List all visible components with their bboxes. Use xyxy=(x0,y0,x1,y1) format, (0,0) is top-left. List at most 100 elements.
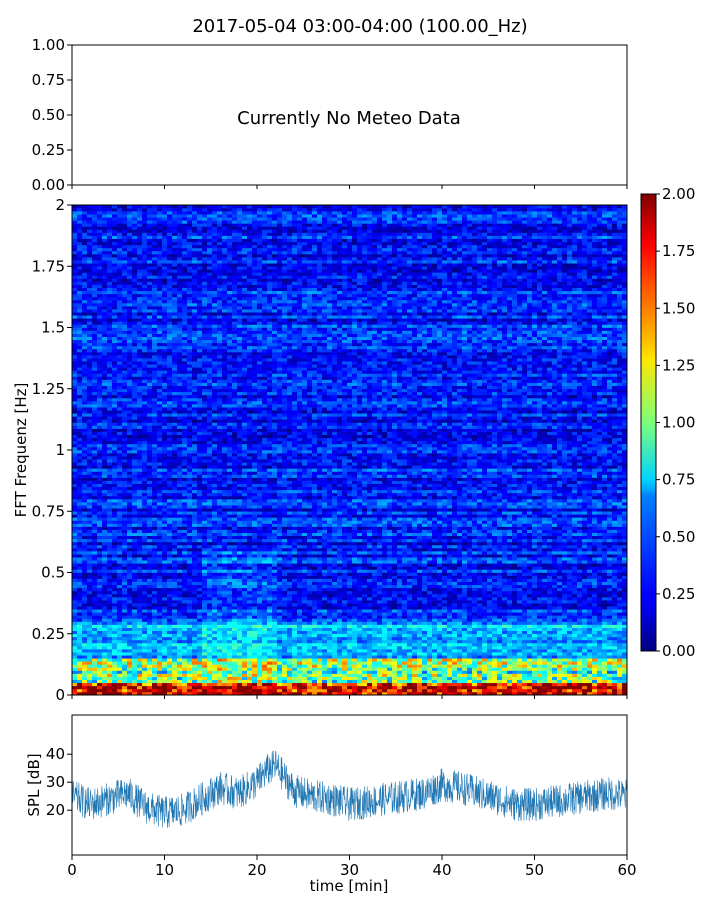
spectrogram-cell xyxy=(197,646,203,650)
spectrogram-cell xyxy=(232,557,238,561)
spectrogram-cell xyxy=(192,685,198,690)
spectrogram-cell xyxy=(432,652,438,656)
spectrogram-cell xyxy=(427,581,433,586)
spectrogram-cell xyxy=(432,593,438,598)
spectrogram-cell xyxy=(522,563,528,567)
spectrogram-cell xyxy=(237,633,243,638)
spectrogram-cell xyxy=(312,649,318,653)
spectrogram-cell xyxy=(362,603,368,607)
spectrogram-cell xyxy=(87,587,93,592)
spectrogram-cell xyxy=(557,606,563,610)
spectrogram-cell xyxy=(152,603,158,607)
spectrogram-cell xyxy=(512,606,518,610)
spectrogram-cell xyxy=(332,597,338,601)
spectrogram-cell xyxy=(512,587,518,592)
spectrogram-cell xyxy=(622,624,628,628)
spectrogram-cell xyxy=(442,584,448,589)
spectrogram-cell xyxy=(222,636,228,641)
spectrogram-cell xyxy=(447,600,453,604)
spectrogram-cell xyxy=(517,661,523,665)
spectrogram-cell xyxy=(317,630,323,635)
spectrogram-cell xyxy=(267,636,273,641)
spectrogram-cell xyxy=(82,630,88,635)
spectrogram-cell xyxy=(412,578,418,582)
spectrogram-cell xyxy=(87,649,93,653)
spectrogram-cell xyxy=(437,566,443,570)
spectrogram-cell xyxy=(477,679,483,684)
spectrogram-cell xyxy=(307,646,313,650)
spectrogram-cell xyxy=(307,597,313,601)
spectrogram-cell xyxy=(487,655,493,659)
spectrogram-cell xyxy=(282,581,288,586)
spectrogram-cell xyxy=(147,606,153,610)
spectrogram-cell xyxy=(607,673,613,677)
spectrogram-cell xyxy=(182,624,188,628)
spectrogram-cell xyxy=(107,587,113,592)
spectrogram-cell xyxy=(497,560,503,564)
spectrogram-cell xyxy=(147,593,153,598)
spectrogram-cell xyxy=(442,679,448,684)
spectrogram-cell xyxy=(287,563,293,567)
spectrogram-cell xyxy=(447,636,453,641)
spectrogram-cell xyxy=(362,667,368,671)
spectrogram-cell xyxy=(192,581,198,586)
spectrogram-cell xyxy=(442,691,448,696)
spectrogram-cell xyxy=(202,572,208,576)
spectrogram-cell xyxy=(132,670,138,674)
spectrogram-cell xyxy=(92,566,98,570)
spectrogram-cell xyxy=(467,563,473,567)
spectrogram-cell xyxy=(577,639,583,644)
spectrogram-cell xyxy=(117,587,123,592)
spectrogram-cell xyxy=(462,621,468,625)
spectrogram-cell xyxy=(502,609,508,613)
spectrogram-cell xyxy=(537,575,543,579)
spectrogram-cell xyxy=(482,603,488,607)
spectrogram-cell xyxy=(142,633,148,638)
spectrogram-cell xyxy=(87,590,93,595)
spectrogram-cell xyxy=(492,633,498,638)
spectrogram-cell xyxy=(577,642,583,647)
spectrogram-cell xyxy=(182,685,188,690)
spectrogram-cell xyxy=(212,557,218,561)
spectrogram-cell xyxy=(552,612,558,616)
spectrogram-cell xyxy=(477,636,483,641)
spectrogram-cell xyxy=(557,560,563,564)
spectrogram-cell xyxy=(442,673,448,677)
spectrogram-cell xyxy=(102,572,108,576)
spectrogram-cell xyxy=(422,600,428,604)
spectrogram-cell xyxy=(467,630,473,635)
spectrogram-cell xyxy=(82,597,88,601)
spectrogram-cell xyxy=(237,658,243,662)
spectrogram-cell xyxy=(202,639,208,644)
spectrogram-cell xyxy=(552,658,558,662)
spectrogram-cell xyxy=(302,609,308,613)
spectrogram-cell xyxy=(287,621,293,625)
spectrogram-cell xyxy=(437,581,443,586)
spectrogram-cell xyxy=(317,575,323,579)
spectrogram-cell xyxy=(172,679,178,684)
spectrogram-cell xyxy=(452,685,458,690)
spectrogram-cell xyxy=(457,624,463,628)
spectrogram-cell xyxy=(492,636,498,641)
spectrogram-cell xyxy=(522,636,528,641)
spectrogram-cell xyxy=(127,649,133,653)
spectrogram-cell xyxy=(327,575,333,579)
spectrogram-cell xyxy=(422,581,428,586)
spectrogram-cell xyxy=(232,618,238,622)
spectrogram-cell xyxy=(277,676,283,680)
spectrogram-cell xyxy=(172,639,178,644)
spectrogram-cell xyxy=(552,636,558,641)
spectrogram-cell xyxy=(347,578,353,582)
spectrogram-cell xyxy=(447,581,453,586)
spectrogram-cell xyxy=(522,618,528,622)
spectrogram-cell xyxy=(97,560,103,564)
spectrogram-cell xyxy=(317,572,323,576)
spectrogram-cell xyxy=(412,584,418,589)
spectrogram-cell xyxy=(177,618,183,622)
spectrogram-cell xyxy=(537,655,543,659)
spectrogram-cell xyxy=(617,679,623,684)
spectrogram-cell xyxy=(252,584,258,589)
spectrogram-cell xyxy=(447,673,453,677)
spectrogram-cell xyxy=(287,642,293,647)
spectrogram-cell xyxy=(592,627,598,631)
